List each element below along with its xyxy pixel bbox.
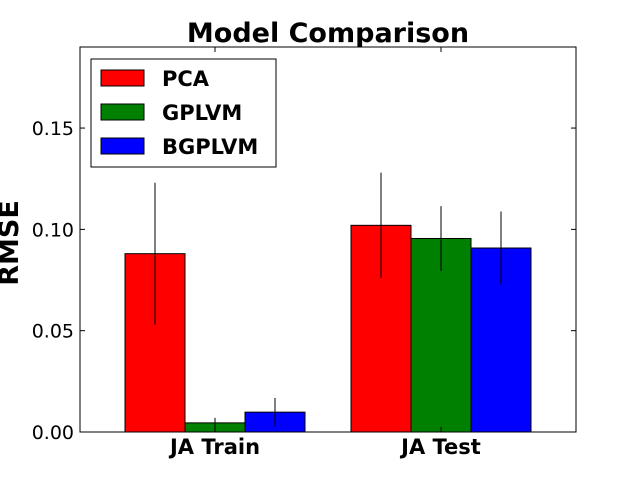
legend-swatch-gplvm bbox=[100, 103, 145, 121]
x-tick-label: JA Train bbox=[168, 435, 260, 459]
error-bars-group bbox=[154, 172, 502, 428]
y-tick-label: 0.00 bbox=[32, 422, 74, 444]
plot-frame bbox=[79, 46, 577, 433]
legend: PCA GPLVM BGPLVM bbox=[90, 58, 277, 168]
legend-label-bgplvm: BGPLVM bbox=[162, 135, 258, 159]
chart-title: Model Comparison bbox=[187, 18, 469, 49]
y-tick-label: 0.05 bbox=[32, 321, 74, 343]
y-axis-label: RMSE bbox=[0, 200, 25, 286]
bars-group bbox=[124, 224, 532, 433]
y-tick-label: 0.15 bbox=[32, 118, 74, 140]
legend-label-pca: PCA bbox=[162, 67, 210, 91]
legend-swatch-pca bbox=[100, 69, 145, 87]
y-tick-label: 0.10 bbox=[32, 219, 74, 241]
legend-swatch-bgplvm bbox=[100, 137, 145, 155]
y-axis: 0.00 0.05 0.10 0.15 bbox=[32, 118, 576, 444]
x-tick-label: JA Test bbox=[399, 435, 481, 459]
legend-label-gplvm: GPLVM bbox=[162, 101, 242, 125]
x-axis: JA Train JA Test bbox=[168, 47, 481, 459]
